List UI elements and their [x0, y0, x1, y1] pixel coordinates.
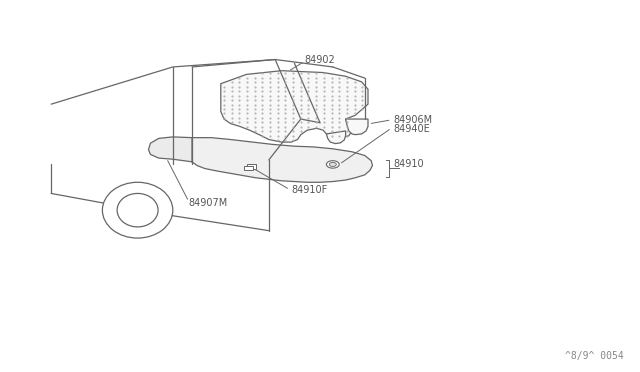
- Polygon shape: [148, 137, 192, 162]
- Polygon shape: [326, 131, 346, 144]
- Text: 84910F: 84910F: [291, 186, 328, 195]
- Text: 84906M: 84906M: [394, 115, 433, 125]
- Polygon shape: [191, 138, 372, 182]
- Circle shape: [330, 162, 337, 166]
- Polygon shape: [221, 71, 368, 142]
- Text: 84907M: 84907M: [189, 198, 228, 208]
- Ellipse shape: [117, 193, 158, 227]
- Text: 84910: 84910: [394, 160, 424, 169]
- Text: 84902: 84902: [305, 55, 335, 65]
- Polygon shape: [346, 119, 368, 135]
- Text: 84940E: 84940E: [394, 124, 430, 134]
- Bar: [244, 166, 253, 170]
- Text: ^8/9^ 0054: ^8/9^ 0054: [565, 351, 624, 361]
- Ellipse shape: [102, 182, 173, 238]
- Bar: [247, 164, 256, 169]
- Circle shape: [326, 161, 339, 168]
